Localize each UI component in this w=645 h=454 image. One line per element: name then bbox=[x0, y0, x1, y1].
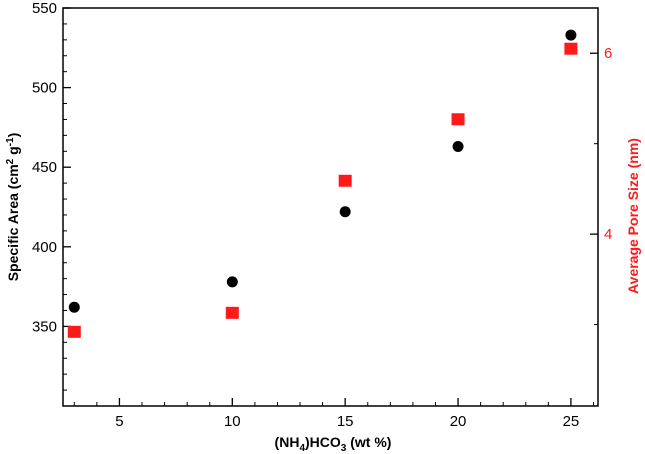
left-y-tick-label: 400 bbox=[32, 239, 57, 256]
specific-area-point bbox=[226, 276, 238, 288]
right-y-tick-label: 4 bbox=[604, 226, 612, 243]
plot-frame bbox=[62, 7, 599, 407]
x-axis: 5 10 15 20 25 bbox=[73, 398, 594, 430]
pore-size-point bbox=[67, 325, 81, 338]
x-axis-title: (NH4)HCO3 (wt %) bbox=[275, 434, 392, 454]
x-tick-label: 10 bbox=[224, 413, 241, 430]
specific-area-point bbox=[452, 141, 464, 153]
pore-size-point bbox=[451, 113, 465, 126]
left-y-tick-label: 350 bbox=[32, 318, 57, 335]
right-y-tick-label: 6 bbox=[604, 45, 612, 62]
data-marks bbox=[67, 29, 578, 338]
right-y-axis: 46 bbox=[590, 45, 612, 326]
pore-size-point bbox=[225, 306, 239, 319]
specific-area-point bbox=[565, 29, 577, 41]
left-y-tick-label: 450 bbox=[32, 159, 57, 176]
x-tick-label: 5 bbox=[115, 413, 123, 430]
specific-area-point bbox=[68, 301, 80, 313]
left-y-tick-label: 500 bbox=[32, 80, 57, 97]
x-tick-label: 15 bbox=[337, 413, 354, 430]
x-tick-label: 20 bbox=[450, 413, 467, 430]
specific-area-point bbox=[339, 206, 351, 218]
right-y-axis-title: Average Pore Size (nm) bbox=[625, 138, 641, 294]
left-y-tick-label: 550 bbox=[32, 0, 57, 17]
pore-size-point bbox=[338, 174, 352, 187]
left-y-axis: 350 400 450 500 550 bbox=[32, 0, 71, 391]
pore-size-point bbox=[564, 42, 578, 55]
left-y-axis-title: Specific Area (cm2 g-1) bbox=[5, 133, 21, 282]
x-tick-label: 25 bbox=[563, 413, 580, 430]
